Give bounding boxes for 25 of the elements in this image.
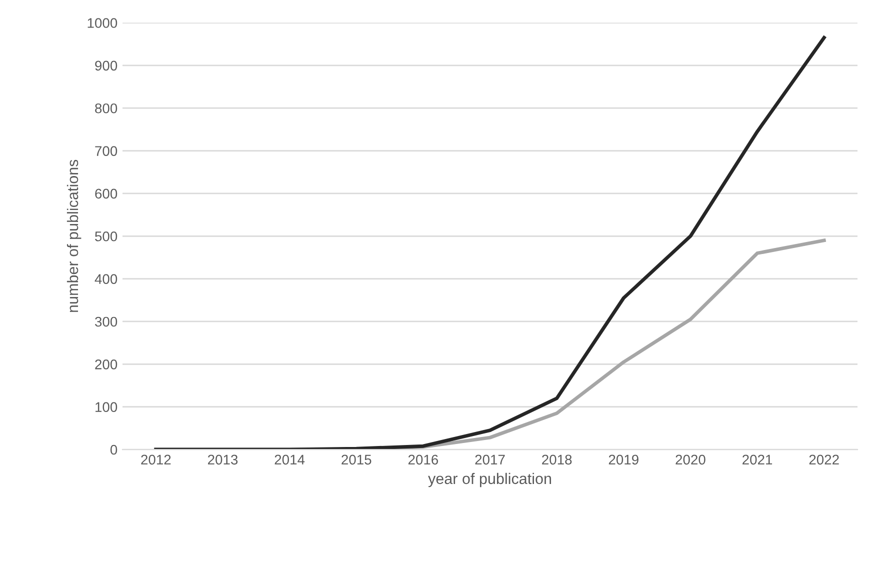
y-tick-label: 800 (95, 103, 118, 114)
x-tick-label: 2020 (676, 454, 706, 465)
y-tick-label: 300 (95, 316, 118, 327)
x-tick-label: 2012 (141, 454, 171, 465)
y-tick-label: 600 (95, 188, 118, 199)
y-tick-label: 1000 (88, 18, 118, 28)
x-tick-label: 2013 (208, 454, 238, 465)
y-tick-label: 700 (95, 146, 118, 156)
y-tick-label: 0 (110, 444, 118, 455)
x-tick-label: 2017 (475, 454, 505, 465)
y-tick-label: 100 (96, 402, 118, 412)
y-tick-label: 400 (94, 274, 118, 284)
y-tick-label: 900 (95, 60, 118, 71)
line-series (154, 36, 826, 450)
x-tick-label: 2021 (742, 454, 772, 465)
x-tick-label: 2019 (608, 454, 638, 465)
y-tick-label: 500 (95, 231, 118, 242)
x-axis-title: year of publication (428, 472, 552, 488)
y-axis-title: number of publications (66, 160, 82, 312)
x-tick-label: 2015 (342, 454, 372, 465)
x-tick-label: 2016 (408, 454, 438, 465)
x-tick-label: 2022 (809, 454, 839, 465)
y-tick-label: 200 (95, 359, 118, 370)
x-tick-label: 2014 (274, 454, 305, 465)
x-tick-label: 2018 (542, 454, 572, 465)
